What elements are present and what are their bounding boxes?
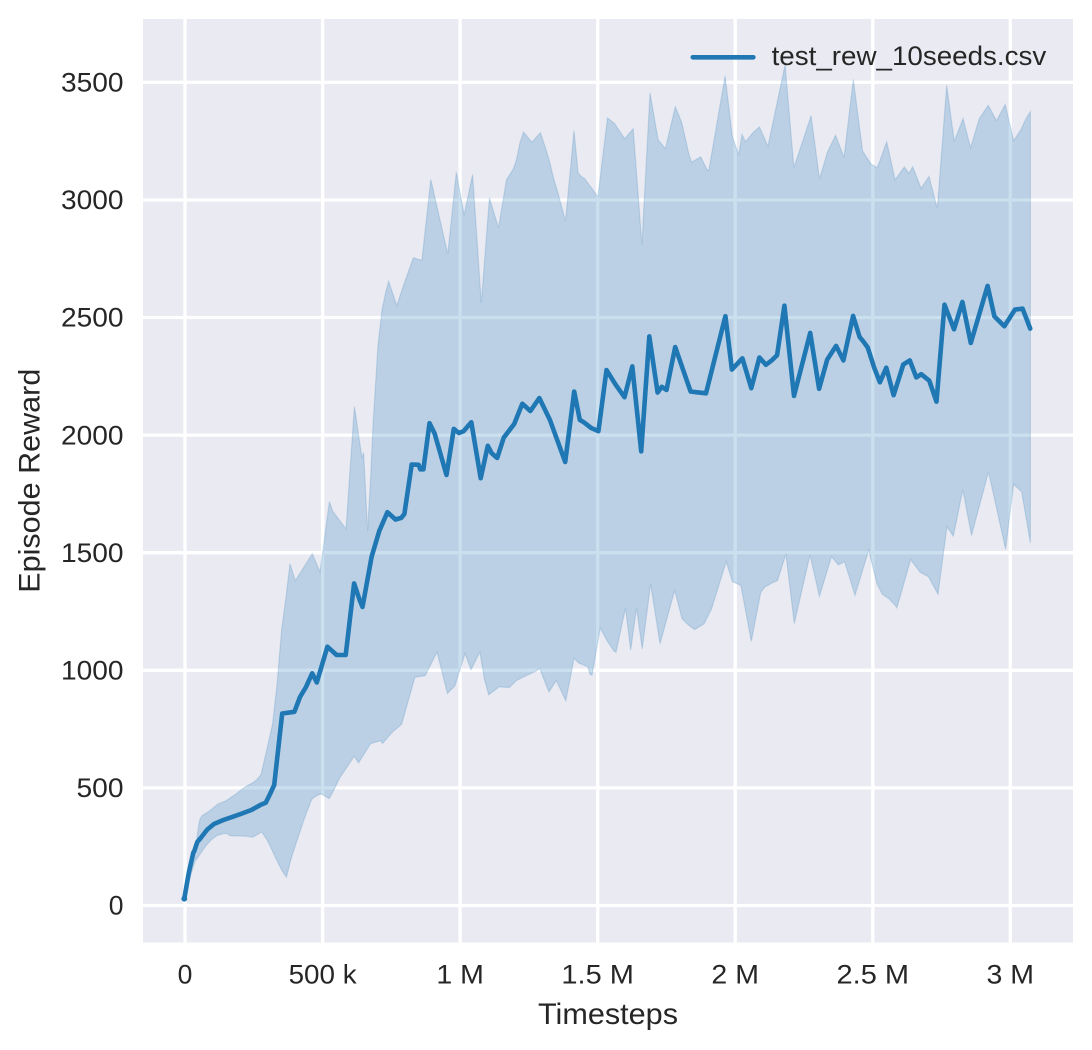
- svg-text:0: 0: [109, 891, 124, 921]
- svg-text:500: 500: [77, 773, 124, 803]
- svg-text:3500: 3500: [61, 68, 124, 98]
- svg-text:2500: 2500: [61, 303, 124, 333]
- svg-text:2.5 M: 2.5 M: [837, 959, 910, 989]
- svg-text:Timesteps: Timesteps: [538, 998, 678, 1031]
- svg-text:2 M: 2 M: [711, 959, 759, 989]
- svg-text:1.5 M: 1.5 M: [561, 959, 634, 989]
- svg-text:0: 0: [178, 959, 193, 989]
- svg-text:2000: 2000: [61, 420, 124, 450]
- svg-text:500 k: 500 k: [289, 959, 358, 989]
- svg-text:1 M: 1 M: [436, 959, 484, 989]
- svg-text:1000: 1000: [61, 656, 124, 686]
- svg-text:Episode Reward: Episode Reward: [14, 369, 47, 593]
- svg-text:test_rew_10seeds.csv: test_rew_10seeds.csv: [772, 41, 1047, 71]
- svg-text:3000: 3000: [61, 185, 124, 215]
- svg-text:3 M: 3 M: [987, 959, 1035, 989]
- svg-text:1500: 1500: [61, 538, 124, 568]
